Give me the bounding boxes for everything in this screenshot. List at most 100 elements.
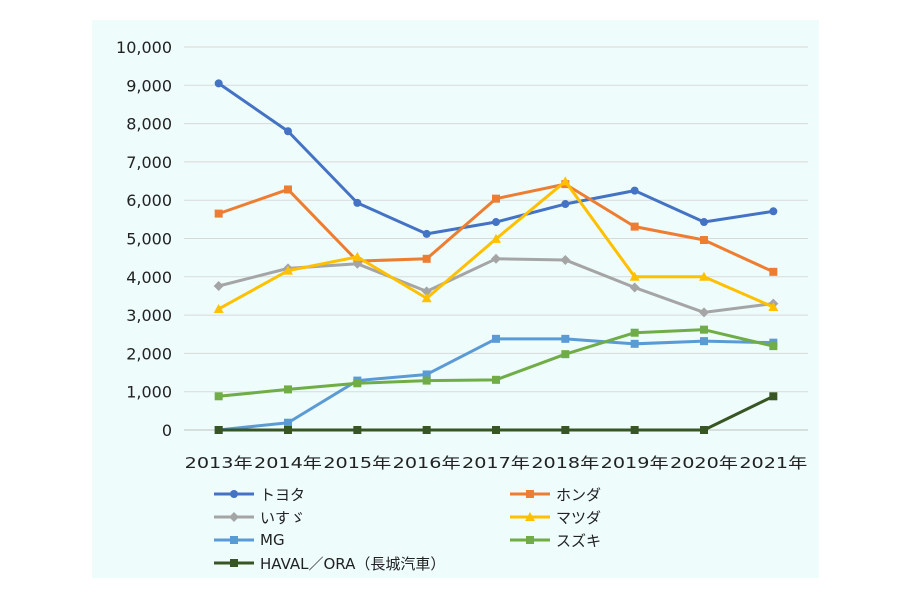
data-point <box>629 271 640 281</box>
legend-swatch-marker <box>526 536 534 544</box>
data-point <box>699 271 709 281</box>
data-point <box>769 392 778 401</box>
legend-item: スズキ <box>508 530 601 550</box>
data-point <box>214 426 223 434</box>
data-point <box>422 229 431 238</box>
legend-item: HAVAL／ORA（長城汽車） <box>212 553 445 573</box>
data-point <box>284 185 292 194</box>
series-5 <box>214 334 778 434</box>
data-point <box>560 176 571 186</box>
legend-item: いすゞ <box>212 507 305 527</box>
x-tick-label: 2015年 <box>323 454 391 472</box>
legend-label: MG <box>260 531 285 549</box>
data-point <box>421 293 432 303</box>
data-point <box>561 350 570 359</box>
y-tick-label: 4,000 <box>126 268 172 287</box>
data-point <box>214 209 223 218</box>
gridlines <box>184 46 808 431</box>
data-point <box>561 334 570 343</box>
data-point <box>213 280 224 291</box>
legend-swatch <box>214 559 254 567</box>
x-axis-ticks: 2013年 2014年 2015年 2016年 2017年 2018年 2019年 2020年… <box>185 454 808 472</box>
legend-item: マツダ <box>508 507 601 527</box>
data-point <box>492 334 500 343</box>
data-point <box>422 370 431 379</box>
data-point <box>700 236 708 245</box>
series-1 <box>214 79 778 238</box>
legend-swatch <box>510 512 550 521</box>
series-line <box>218 337 774 432</box>
data-point <box>630 186 639 195</box>
data-point <box>491 253 501 264</box>
legend-swatch-marker <box>229 512 239 522</box>
data-point <box>769 207 778 216</box>
y-tick-label: 5,000 <box>126 230 172 249</box>
legend-label: ホンダ <box>556 485 602 504</box>
data-point <box>561 200 570 209</box>
y-tick-label: 1,000 <box>126 383 172 402</box>
x-tick-label: 2019年 <box>601 454 669 472</box>
legend-swatch <box>510 490 550 498</box>
data-point <box>353 198 362 207</box>
data-point <box>353 379 362 388</box>
data-point <box>352 251 363 261</box>
y-tick-label: 8,000 <box>126 115 172 134</box>
x-tick-label: 2016年 <box>393 454 461 472</box>
data-point <box>700 218 708 227</box>
data-point <box>492 194 500 203</box>
x-tick-label: 2014年 <box>254 454 322 472</box>
y-tick-label: 2,000 <box>126 344 172 363</box>
data-point <box>214 392 223 401</box>
x-tick-label: 2017年 <box>462 454 530 472</box>
data-point <box>699 307 709 318</box>
data-point <box>629 282 640 293</box>
legend-swatch-marker <box>525 512 535 521</box>
series-line <box>217 82 774 236</box>
y-tick-label: 7,000 <box>126 153 172 172</box>
x-tick-label: 2018年 <box>531 454 599 472</box>
data-point <box>492 218 500 227</box>
y-tick-label: 3,000 <box>126 306 172 325</box>
data-point <box>561 426 570 434</box>
data-point <box>492 426 500 434</box>
data-point <box>560 254 571 265</box>
legend-label: トヨタ <box>260 485 306 504</box>
series-4 <box>213 176 779 313</box>
legend-label: いすゞ <box>260 508 306 527</box>
data-point <box>491 233 501 243</box>
chart-area <box>92 20 819 578</box>
legend-swatch-marker <box>526 490 534 498</box>
data-point <box>421 286 432 297</box>
x-tick-label: 2013年 <box>185 454 253 472</box>
data-point <box>630 328 639 337</box>
legend-swatch <box>214 512 254 522</box>
data-point <box>284 127 292 136</box>
data-point <box>284 426 292 434</box>
data-point <box>284 385 292 394</box>
series-6 <box>214 325 778 401</box>
data-point <box>353 426 362 434</box>
data-point <box>630 426 639 434</box>
legend-swatch-marker <box>230 490 238 498</box>
y-axis-ticks: 0 1,000 2,000 3,000 4,000 5,000 6,000 7,000 8,00… <box>116 38 172 440</box>
series-7 <box>214 392 778 434</box>
data-point <box>422 376 431 385</box>
data-point <box>284 418 292 427</box>
data-point <box>214 79 223 88</box>
y-tick-label: 10,000 <box>116 38 172 57</box>
legend-swatch-marker <box>230 536 238 544</box>
legend-label: HAVAL／ORA（長城汽車） <box>260 554 446 573</box>
legend-swatch <box>214 536 254 544</box>
y-tick-label: 6,000 <box>126 191 172 210</box>
series-3 <box>213 253 779 318</box>
data-point <box>283 265 293 275</box>
data-point <box>769 342 778 351</box>
data-point <box>492 375 500 384</box>
legend-swatch <box>510 536 550 544</box>
x-tick-label: 2020年 <box>670 454 738 472</box>
y-tick-label: 0 <box>162 421 172 440</box>
data-point <box>769 267 778 276</box>
data-point <box>630 339 639 348</box>
legend-item: ホンダ <box>508 484 601 504</box>
